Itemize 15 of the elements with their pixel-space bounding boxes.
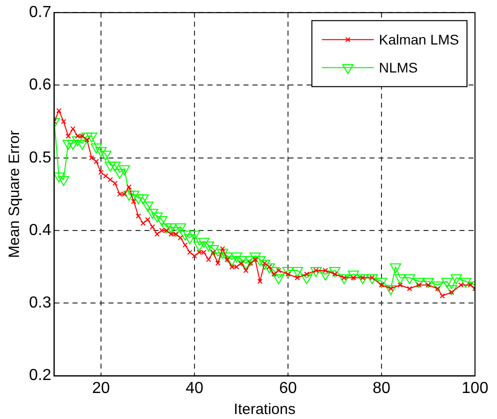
legend-label: NLMS (378, 59, 418, 76)
y-tick-label: 0.6 (28, 76, 52, 94)
y-tick-label: 0.5 (28, 149, 52, 166)
x-tick-label: 100 (462, 380, 488, 397)
legend-label: Kalman LMS (378, 31, 460, 48)
y-tick-label: 0.7 (28, 4, 52, 22)
y-tick-label: 0.3 (28, 294, 52, 312)
y-tick-label: 0.2 (28, 367, 52, 384)
x-tick-label: 40 (186, 380, 204, 397)
x-tick-label: 20 (92, 380, 110, 397)
x-tick-label: 80 (372, 380, 390, 397)
y-axis-title: Mean Square Error (6, 130, 24, 258)
y-tick-label: 0.4 (28, 222, 52, 239)
x-axis-title: Iterations (234, 401, 296, 418)
x-tick-label: 60 (279, 380, 297, 397)
